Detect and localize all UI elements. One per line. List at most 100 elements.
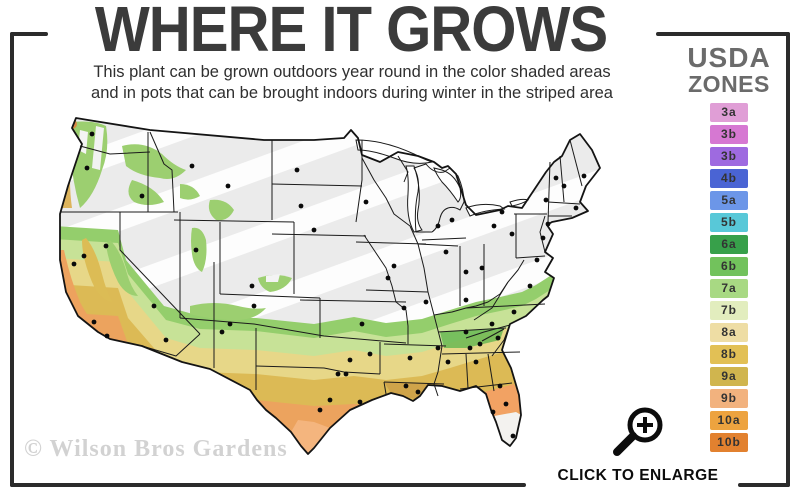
zone-chip: 9b [710,389,748,408]
frame-top-left-segment [10,32,48,36]
city-dot [543,197,549,203]
subtitle-line-1: This plant can be grown outdoors year ro… [93,63,611,81]
city-dot [343,371,349,377]
city-dot [553,175,559,181]
zone-chip: 5a [710,191,748,210]
page-title: WHERE IT GROWS [94,0,608,66]
city-dot [401,305,407,311]
city-dot [104,333,110,339]
usda-zones-legend: USDA ZONES 3a 3b 3b 4b 5a 5b 6a 6b 7a 7b 8a 8b 9a 9b 1… [686,44,772,455]
yellowstone-green-patch [208,199,234,221]
city-dot [189,163,195,169]
magnifier-plus-icon [613,407,663,456]
city-dot [151,303,157,309]
city-dot [391,263,397,269]
florida-orange-patch [484,384,521,416]
city-dot [491,223,497,229]
colorado-rockies-white-patch [266,274,280,282]
city-dot [294,167,300,173]
texas-tip-peach-patch [291,420,330,454]
city-dot [477,341,483,347]
zone-chip: 4b [710,169,748,188]
city-dot [193,247,199,253]
zone-chip: 5b [710,213,748,232]
city-dot [443,249,449,255]
city-dots [71,131,587,439]
frame-bottom-left-segment [10,483,526,487]
legend-heading-zones: ZONES [688,71,770,97]
subtitle: This plant can be grown outdoors year ro… [42,62,662,104]
city-dot [503,401,509,407]
idaho-green-patch-2 [128,180,164,205]
city-dot [467,345,473,351]
city-dot [367,351,373,357]
city-dot [219,329,225,335]
watermark: © Wilson Bros Gardens [24,436,288,462]
city-dot [311,227,317,233]
city-dot [463,269,469,275]
city-dot [357,399,363,405]
city-dot [435,345,441,351]
wasatch-green-patch [191,227,207,272]
city-dot [91,319,97,325]
city-dot [249,283,255,289]
zone-chip: 6a [710,235,748,254]
enlarge-label: CLICK TO ENLARGE [557,467,719,484]
city-dot [573,205,579,211]
city-dot [545,221,551,227]
us-outline [59,117,601,455]
city-dot [347,357,353,363]
city-dot [534,257,540,263]
city-dot [479,265,485,271]
city-dot [89,131,95,137]
city-dot [495,335,501,341]
subtitle-line-2: and in pots that can be brought indoors … [91,84,613,102]
new-mexico-highlands-green-patch [190,303,266,321]
city-dot [510,433,516,439]
city-dot [540,235,546,241]
zone-chip: 9a [710,367,748,386]
city-dot [527,283,533,289]
zone-chip: 10b [710,433,748,452]
montana-green-patch [180,184,200,200]
frame-top-right-segment [656,32,790,36]
legend-heading-usda: USDA [687,42,771,73]
city-dot [489,321,495,327]
frame-right-edge [786,32,790,487]
city-dot [445,359,451,365]
city-dot [327,397,333,403]
cascades-white-patch [92,126,104,170]
city-dot [298,203,304,209]
city-dot [251,303,257,309]
city-dot [163,337,169,343]
zone-chip: 8a [710,323,748,342]
city-dot [103,243,109,249]
sierra-nevada-green-patch [106,240,138,296]
zone-chip: 3b [710,147,748,166]
city-dot [225,183,231,189]
city-dot [509,231,515,237]
city-dot [463,297,469,303]
city-dot [499,209,505,215]
enlarge-button[interactable]: CLICK TO ENLARGE [540,404,736,485]
city-dot [71,261,77,267]
zone-chip: 8b [710,345,748,364]
city-dot [317,407,323,413]
zone-chip-list: 3a 3b 3b 4b 5a 5b 6a 6b 7a 7b 8a 8b 9a 9b 10a 10b [686,103,772,452]
zone-chip: 7a [710,279,748,298]
city-dot [385,275,391,281]
zone-chip: 3a [710,103,748,122]
city-dot [423,299,429,305]
city-dot [561,183,567,189]
city-dot [497,383,503,389]
zone-chip: 10a [710,411,748,430]
appalachian-dark-green-patch [440,328,504,348]
city-dot [363,199,369,205]
city-dot [84,165,90,171]
city-dot [359,321,365,327]
zone-chip: 7b [710,301,748,320]
state-borders [60,131,583,397]
city-dot [435,223,441,229]
usda-zone-map[interactable] [14,110,662,458]
